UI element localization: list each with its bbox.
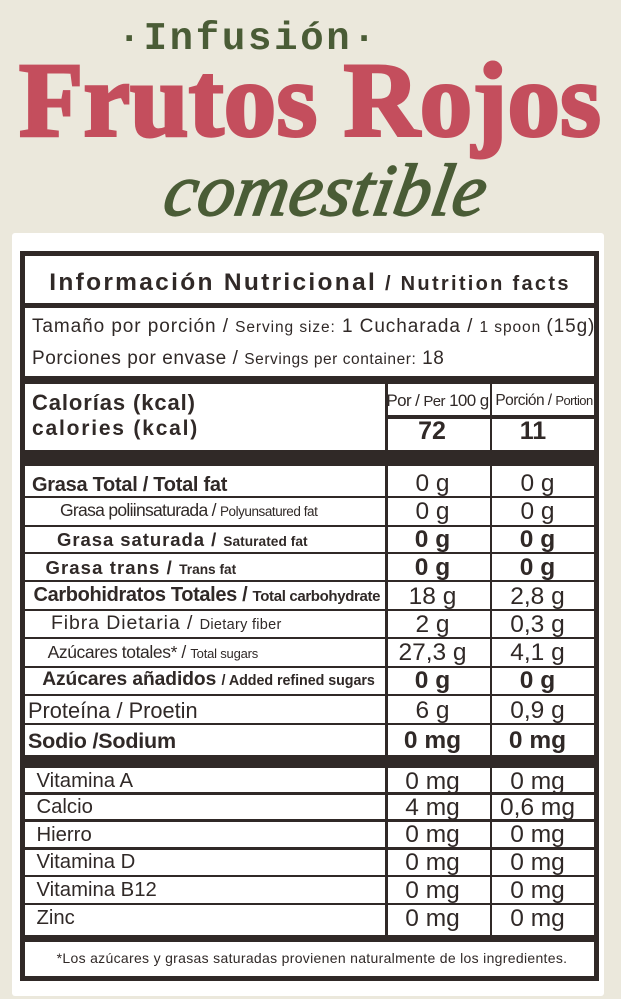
svg-text:Frutos Rojos: Frutos Rojos — [19, 42, 601, 159]
svg-text:comestible: comestible — [158, 150, 494, 231]
